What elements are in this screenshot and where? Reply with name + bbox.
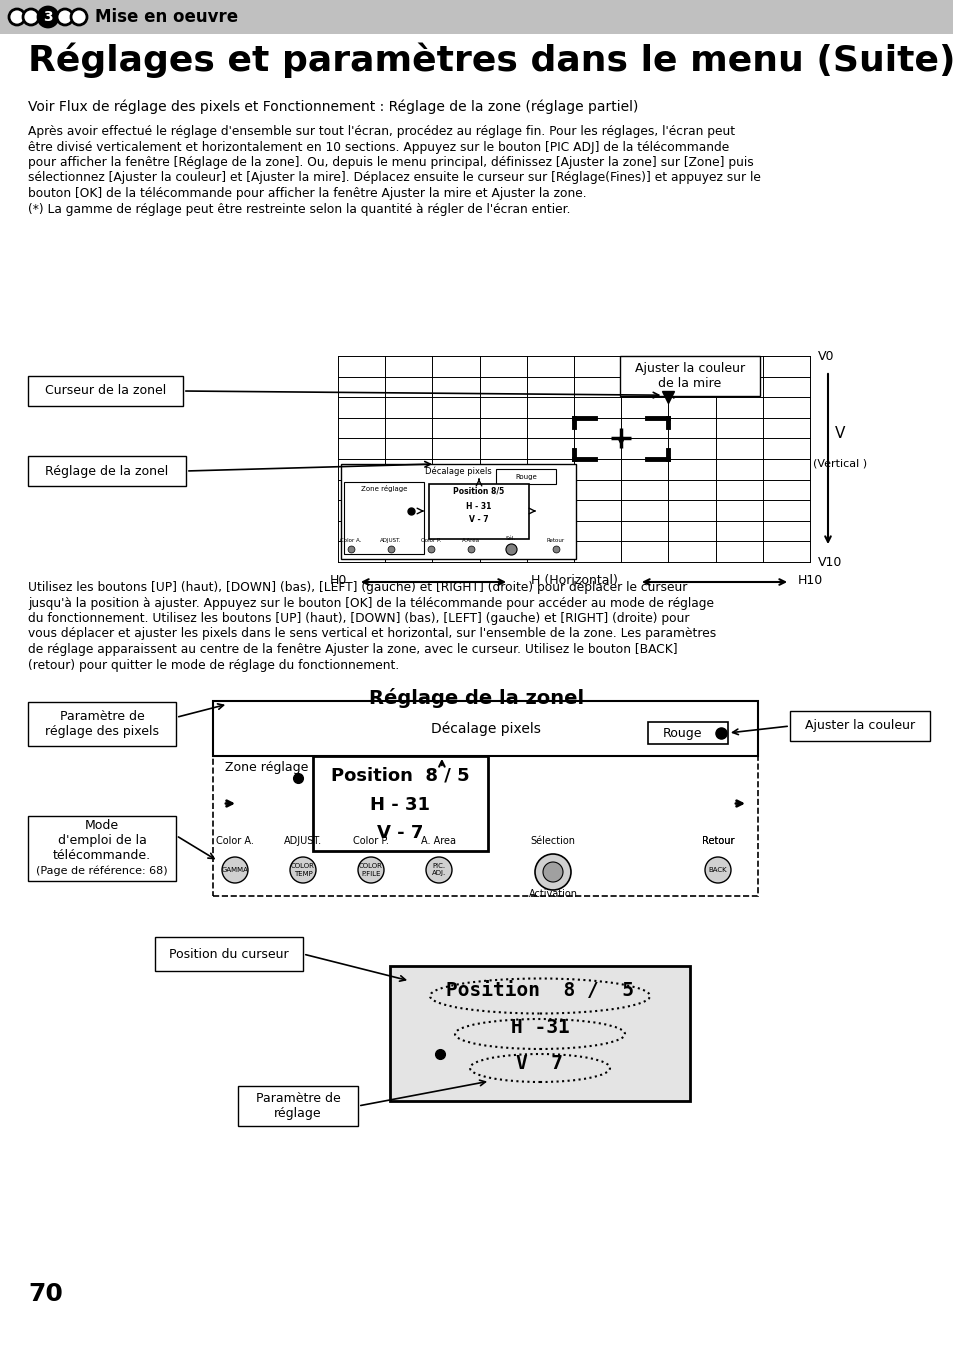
Bar [154, 937, 303, 971]
Text: Paramètre de
réglage des pixels: Paramètre de réglage des pixels [45, 711, 159, 738]
Circle shape [38, 7, 58, 27]
Text: Rouge: Rouge [662, 727, 702, 739]
Text: H0: H0 [329, 574, 346, 587]
Bar [390, 965, 689, 1101]
Text: Zone réglage: Zone réglage [360, 485, 407, 492]
Text: H - 31: H - 31 [466, 502, 491, 511]
Text: Color P.: Color P. [420, 538, 440, 542]
Text: jusqu'à la position à ajuster. Appuyez sur le bouton [OK] de la télécommande pou: jusqu'à la position à ajuster. Appuyez s… [28, 597, 713, 609]
Bar [213, 701, 758, 896]
Text: (retour) pour quitter le mode de réglage du fonctionnement.: (retour) pour quitter le mode de réglage… [28, 659, 399, 671]
Text: Réglage de la zonel: Réglage de la zonel [369, 687, 584, 708]
Text: Position  8 / 5: Position 8 / 5 [331, 766, 469, 784]
Text: Paramètre de
réglage: Paramètre de réglage [255, 1092, 340, 1120]
Text: Réglages et paramètres dans le menu (Suite): Réglages et paramètres dans le menu (Sui… [28, 42, 953, 77]
Text: V  7: V 7 [516, 1054, 563, 1073]
Circle shape [542, 862, 562, 881]
Text: Position  8 /  5: Position 8 / 5 [446, 980, 634, 999]
Text: V10: V10 [817, 556, 841, 568]
Text: A. Area: A. Area [421, 837, 456, 846]
Text: GAMMA: GAMMA [221, 866, 248, 873]
Text: Position du curseur: Position du curseur [169, 948, 289, 960]
Bar [28, 816, 175, 881]
Bar [496, 469, 556, 484]
Text: V - 7: V - 7 [377, 824, 423, 842]
Text: Mise en oeuvre: Mise en oeuvre [95, 8, 238, 26]
Text: ADJUST.: ADJUST. [380, 538, 401, 542]
Bar [313, 757, 488, 852]
Text: Sélection: Sélection [530, 837, 575, 846]
Text: ADJUST.: ADJUST. [284, 837, 322, 846]
Bar [647, 721, 727, 744]
Text: de réglage apparaissent au centre de la fenêtre Ajuster la zone, avec le curseur: de réglage apparaissent au centre de la … [28, 643, 677, 656]
Circle shape [23, 9, 39, 24]
Text: Curseur de la zonel: Curseur de la zonel [45, 385, 166, 397]
Text: pour afficher la fenêtre [Réglage de la zone]. Ou, depuis le menu principal, déf: pour afficher la fenêtre [Réglage de la … [28, 156, 753, 170]
Text: H -31: H -31 [510, 1018, 569, 1037]
Bar [237, 1086, 357, 1125]
Circle shape [222, 857, 248, 883]
Text: Voir Flux de réglage des pixels et Fonctionnement : Réglage de la zone (réglage : Voir Flux de réglage des pixels et Fonct… [28, 100, 638, 114]
Text: H (Horizontal): H (Horizontal) [530, 574, 617, 587]
Text: Color P.: Color P. [353, 837, 389, 846]
Text: vous déplacer et ajuster les pixels dans le sens vertical et horizontal, sur l'e: vous déplacer et ajuster les pixels dans… [28, 628, 716, 640]
Text: Ajuster la couleur: Ajuster la couleur [804, 720, 914, 732]
Text: BACK: BACK [708, 866, 726, 873]
Text: 3: 3 [43, 9, 52, 24]
Text: sélectionnez [Ajuster la couleur] et [Ajuster la mire]. Déplacez ensuite le curs: sélectionnez [Ajuster la couleur] et [Aj… [28, 171, 760, 184]
Text: 70: 70 [28, 1281, 63, 1306]
Text: Retour: Retour [546, 538, 564, 542]
Text: COLOR
TEMP: COLOR TEMP [291, 864, 314, 876]
Text: (*) La gamme de réglage peut être restreinte selon la quantité à régler de l'écr: (*) La gamme de réglage peut être restre… [28, 202, 570, 216]
Text: Zone réglage: Zone réglage [225, 761, 308, 774]
Text: Color A.: Color A. [215, 837, 253, 846]
Text: être divisé verticalement et horizontalement en 10 sections. Appuyez sur le bout: être divisé verticalement et horizontale… [28, 141, 728, 153]
Text: H - 31: H - 31 [370, 796, 430, 814]
Text: Mode
d'emploi de la
télécommande.: Mode d'emploi de la télécommande. [52, 819, 151, 862]
Text: A.Area: A.Area [461, 538, 479, 542]
Bar [344, 481, 423, 555]
Text: H10: H10 [797, 574, 821, 587]
Bar [28, 456, 186, 485]
Circle shape [704, 857, 730, 883]
Text: Activation: Activation [528, 890, 577, 899]
Text: Décalage pixels: Décalage pixels [425, 466, 492, 476]
Text: Utilisez les boutons [UP] (haut), [DOWN] (bas), [LEFT] (gauche) et [RIGHT] (droi: Utilisez les boutons [UP] (haut), [DOWN]… [28, 580, 687, 594]
Text: PIC.
ADJ.: PIC. ADJ. [432, 864, 446, 876]
Text: Retour: Retour [701, 837, 734, 846]
Bar [429, 484, 529, 538]
Text: bouton [OK] de la télécommande pour afficher la fenêtre Ajuster la mire et Ajust: bouton [OK] de la télécommande pour affi… [28, 187, 586, 199]
Text: Ajuster la couleur
de la mire: Ajuster la couleur de la mire [635, 362, 744, 391]
Circle shape [357, 857, 384, 883]
Bar [619, 357, 760, 396]
Bar [789, 711, 929, 740]
Bar [213, 701, 758, 757]
Text: du fonctionnement. Utilisez les boutons [UP] (haut), [DOWN] (bas), [LEFT] (gauch: du fonctionnement. Utilisez les boutons … [28, 612, 689, 625]
Text: (Page de référence: 68): (Page de référence: 68) [36, 865, 168, 876]
Text: Réglage de la zonel: Réglage de la zonel [46, 465, 169, 477]
Circle shape [57, 9, 73, 24]
Circle shape [71, 9, 87, 24]
Text: Color A.: Color A. [340, 538, 361, 542]
Text: Décalage pixels: Décalage pixels [430, 721, 539, 736]
Text: V: V [834, 427, 844, 442]
Text: COLOR
P.FILE: COLOR P.FILE [358, 864, 382, 876]
Circle shape [290, 857, 315, 883]
Circle shape [9, 9, 25, 24]
Circle shape [426, 857, 452, 883]
Text: Après avoir effectué le réglage d'ensemble sur tout l'écran, procédez au réglage: Après avoir effectué le réglage d'ensemb… [28, 125, 735, 138]
Text: Rouge: Rouge [515, 473, 537, 480]
Text: V - 7: V - 7 [469, 515, 488, 523]
Text: V0: V0 [817, 350, 834, 362]
Text: (Vertical ): (Vertical ) [812, 458, 866, 469]
Text: Sél.: Sél. [505, 536, 516, 541]
Bar [28, 376, 183, 405]
Bar [28, 702, 175, 746]
Bar [0, 0, 953, 34]
Text: Retour: Retour [701, 837, 734, 846]
Text: Position 8/5: Position 8/5 [453, 487, 504, 496]
Bar [340, 464, 576, 559]
Circle shape [535, 854, 571, 890]
